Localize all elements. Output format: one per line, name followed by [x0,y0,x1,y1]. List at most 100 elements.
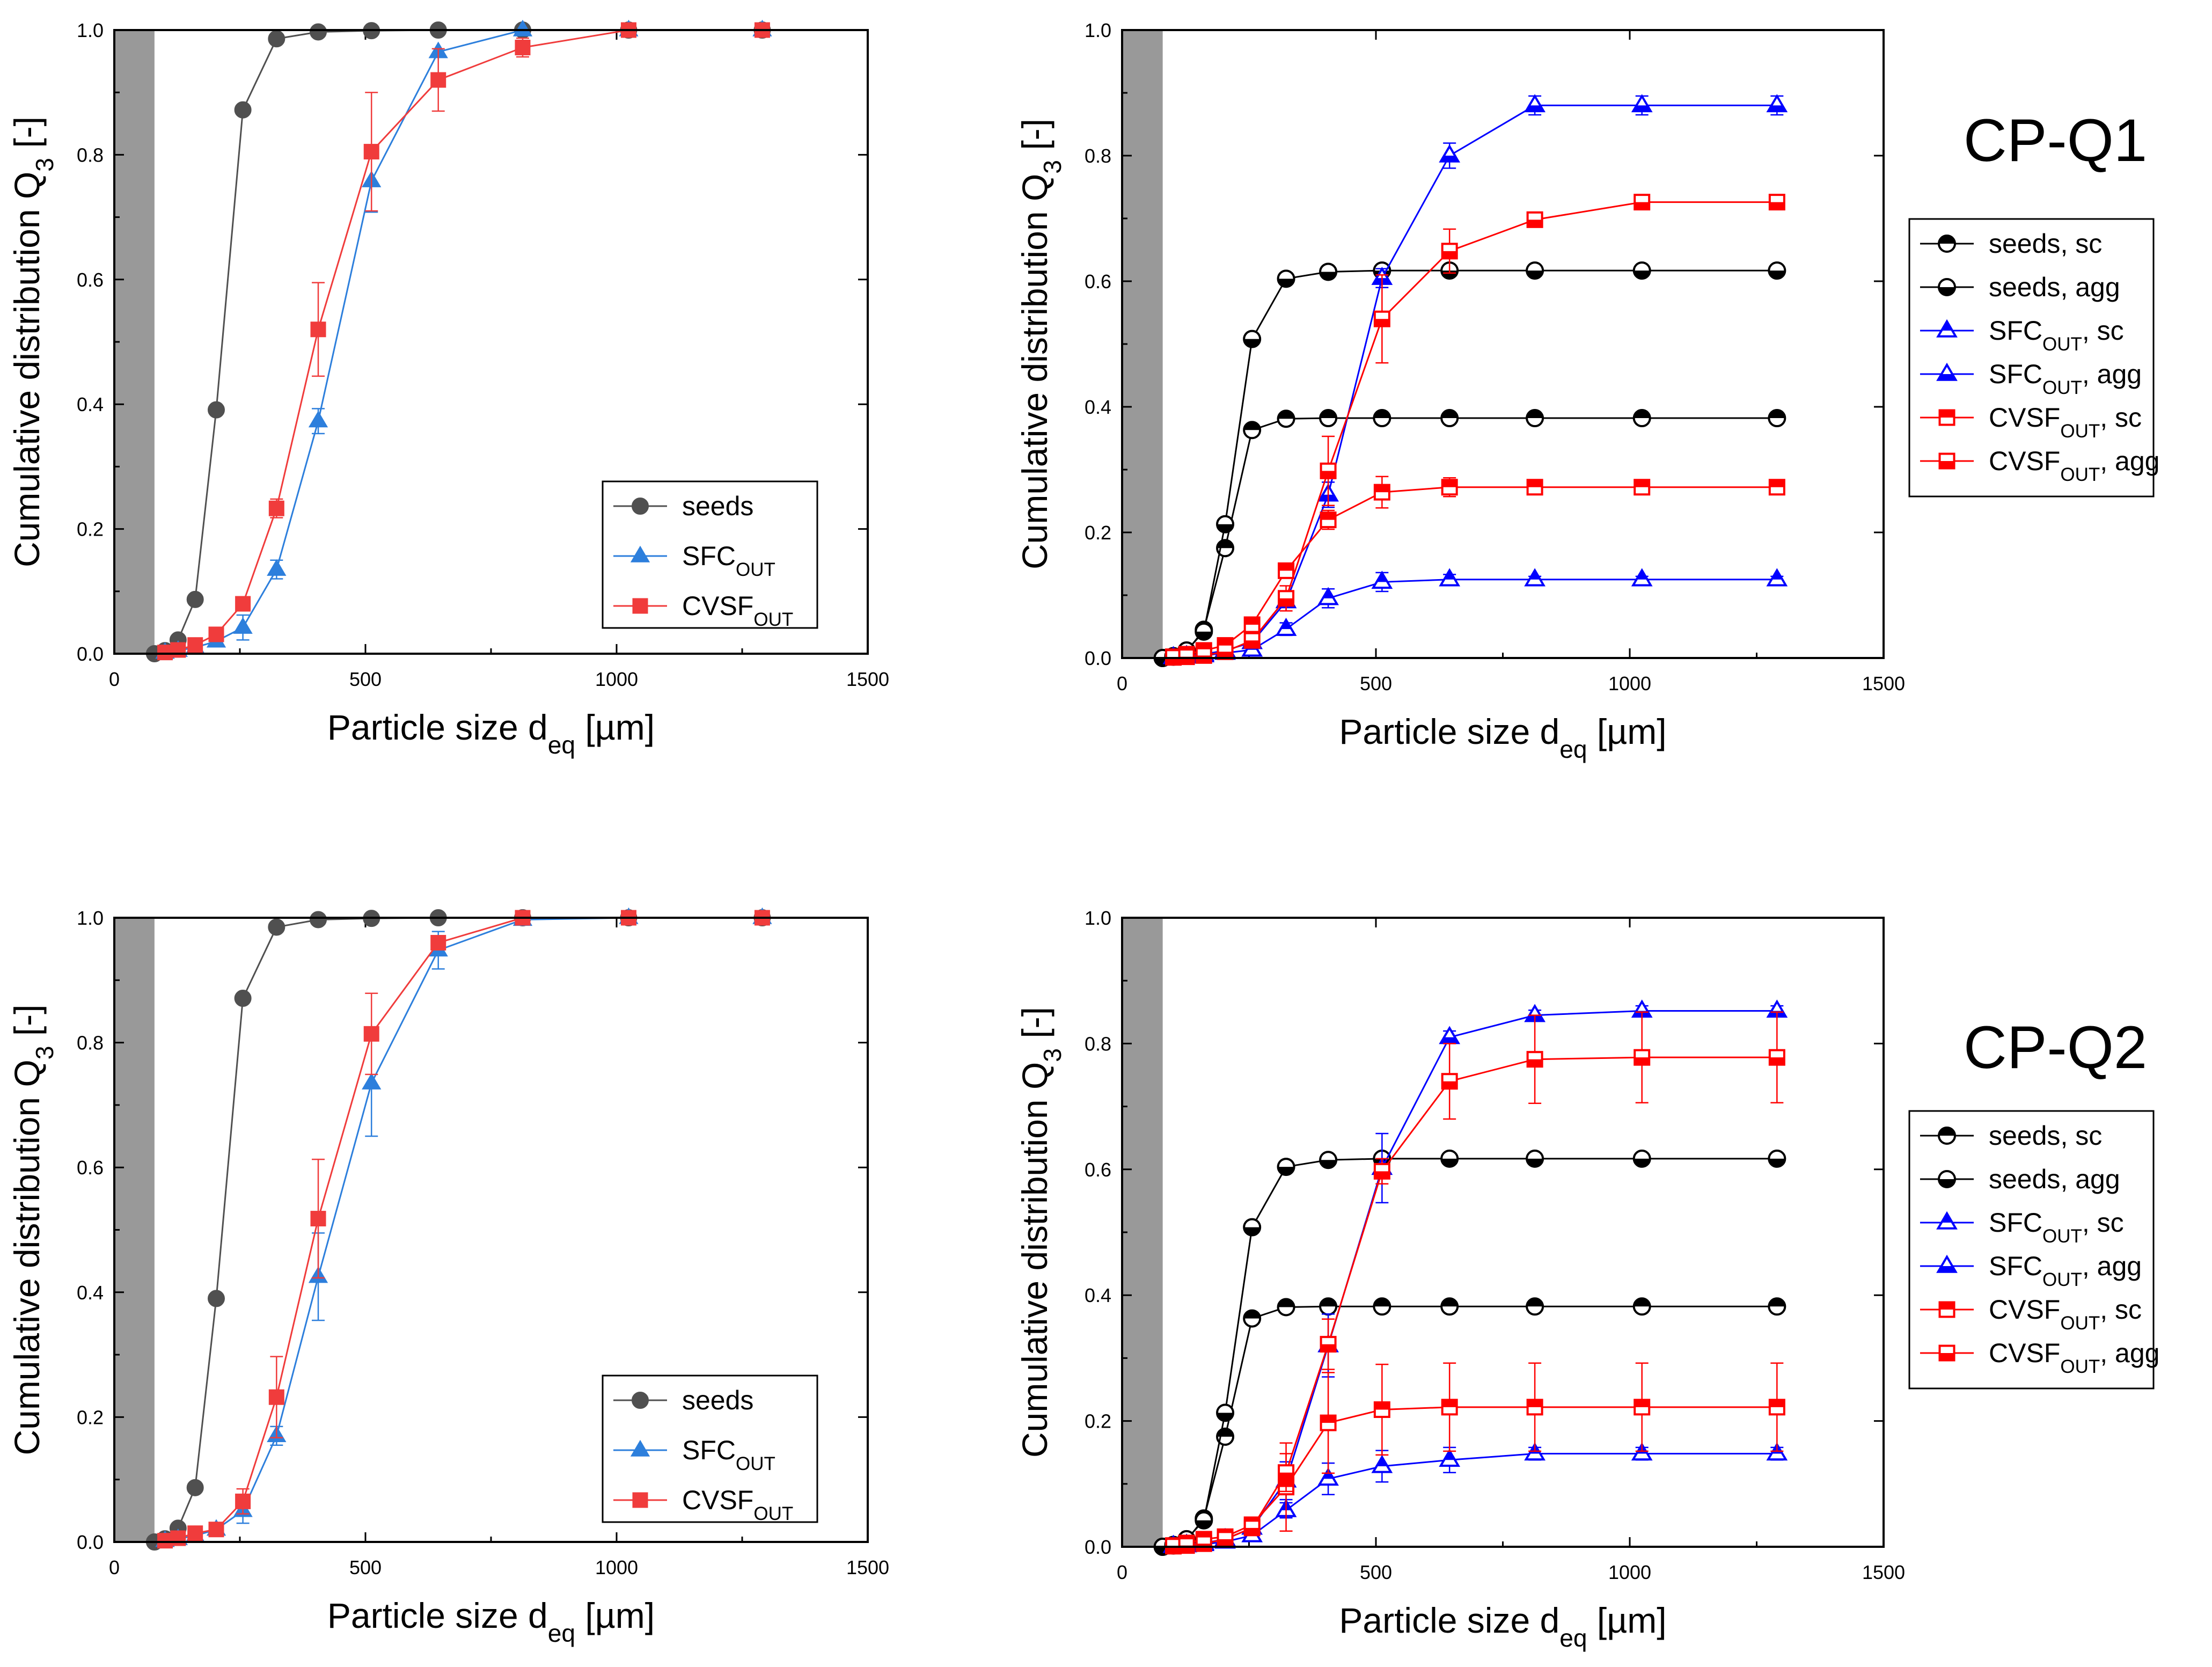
legend-label-main: seeds [1989,1164,2060,1194]
data-point [1319,409,1338,428]
legend-marker [630,545,650,562]
data-point [186,590,204,608]
y-axis-title-main: Cumulative distribution Q [7,1059,47,1455]
legend-label-suffix: , agg [2100,446,2159,476]
series-cvsf-agg [1165,1011,1785,1555]
data-point [1441,1073,1458,1090]
data-point [1320,1414,1337,1431]
data-point [1524,94,1546,113]
panel-a: 0 500 1000 1500 0.0 0.2 0.4 0.6 0.8 1.0 Particle s… [7,19,889,759]
y-axis-title: Cumulative distribution Q3 [-] [7,116,58,567]
y-axis-title: Cumulative distribution Q3 [-] [1015,1007,1066,1458]
data-point [1439,568,1461,587]
data-point [1277,269,1295,288]
data-point [310,1211,326,1227]
data-point [1634,1049,1651,1066]
data-point [1178,648,1195,666]
y-tick-label: 0.8 [77,144,104,166]
legend-label-sub: OUT [2060,1313,2100,1334]
panel-b: 0 500 1000 1500 0.0 0.2 0.4 0.6 0.8 1.0 Particle s… [1015,19,2159,763]
shaded-region [114,918,155,1542]
y-axis-title-main: Cumulative distribution Q [1015,1062,1054,1458]
panel-c: 0 500 1000 1500 0.0 0.2 0.4 0.6 0.8 1.0 Particle s… [7,907,889,1647]
y-tick-label: 0.4 [1085,1284,1111,1306]
data-point [1319,1151,1338,1169]
y-axis-title-unit: [-] [1015,119,1054,160]
data-point [1217,1531,1234,1548]
x-tick-label: 1500 [1862,672,1905,694]
legend-label-sub: OUT [736,1453,775,1474]
data-point [1320,462,1337,479]
series-cvsf [157,22,770,661]
x-tick-label: 0 [1117,672,1127,694]
data-point [308,411,328,428]
data-point [1526,211,1543,228]
y-tick-label: 0.4 [77,1282,104,1304]
data-point [1524,568,1546,587]
data-point [1277,1158,1295,1176]
legend-label: seeds, sc [1989,1121,2102,1151]
data-point [515,40,531,56]
y-axis-title-sub: 3 [31,158,58,172]
data-point [1632,1149,1651,1168]
data-point [1373,484,1390,501]
legend-label-main: CVSF [682,1485,753,1515]
y-axis-title-main: Cumulative distribution Q [1015,174,1054,569]
legend-label: SFCOUT, agg [1989,1251,2142,1290]
legend-label-main: SFC [682,541,736,571]
legend-label-sub: OUT [736,559,775,580]
legend-label-suffix: , agg [2060,272,2120,302]
data-point [1526,1149,1544,1168]
legend-item: SFCOUT, agg [1920,359,2142,398]
data-point [1373,409,1391,428]
legend-label: seeds [682,1385,753,1415]
legend-label: SFCOUT, sc [1989,1208,2124,1247]
data-point [1526,1297,1544,1316]
legend-label: CVSFOUT, sc [1989,1295,2142,1334]
data-point [186,1479,204,1496]
data-point [1277,410,1295,428]
legend-marker [632,1492,648,1508]
y-tick-label: 0.6 [1085,270,1111,293]
x-tick-label: 1000 [1608,672,1651,694]
data-point [310,23,327,41]
legend-marker [632,498,649,515]
data-point [1631,568,1653,587]
y-tick-label: 0.0 [77,1531,104,1553]
data-point [1243,616,1261,633]
legend-label-main: SFC [1989,359,2042,389]
data-point [1768,261,1786,280]
data-point [1632,1297,1651,1316]
data-point [1768,479,1785,496]
data-point [1275,617,1297,636]
y-tick-label: 0.2 [1085,522,1111,544]
y-tick-label: 0.4 [77,393,104,415]
y-tick-label: 1.0 [1085,19,1111,41]
legend-label-sub: OUT [2060,464,2100,485]
data-point [1373,310,1390,327]
data-point [1277,1298,1295,1317]
legend-label-sub: OUT [2042,377,2082,398]
data-point [233,617,253,634]
data-point [1526,261,1544,280]
legend-label: SFCOUT, sc [1989,316,2124,355]
legend-label-main: SFC [1989,1208,2042,1238]
y-axis-title-unit: [-] [7,116,47,158]
data-point [1317,1467,1339,1486]
y-tick-label: 1.0 [1085,907,1111,929]
data-point [362,1072,382,1090]
x-tick-label: 1000 [595,668,638,690]
data-point [1441,1399,1458,1416]
legend-label-main: SFC [1989,316,2042,346]
legend-label: SFCOUT [682,541,775,580]
legend-item: SFCOUT, sc [1920,1208,2124,1247]
x-tick-label: 0 [109,1556,120,1578]
legend-item: seeds, sc [1920,1121,2102,1151]
legend-label-sub: OUT [753,609,793,630]
legend-label: seeds, agg [1989,272,2120,302]
legend-label: SFCOUT, agg [1989,359,2142,398]
legend-label-sub: OUT [2042,1269,2082,1290]
data-point [1320,511,1337,529]
legend-label-main: seeds [1989,272,2060,302]
